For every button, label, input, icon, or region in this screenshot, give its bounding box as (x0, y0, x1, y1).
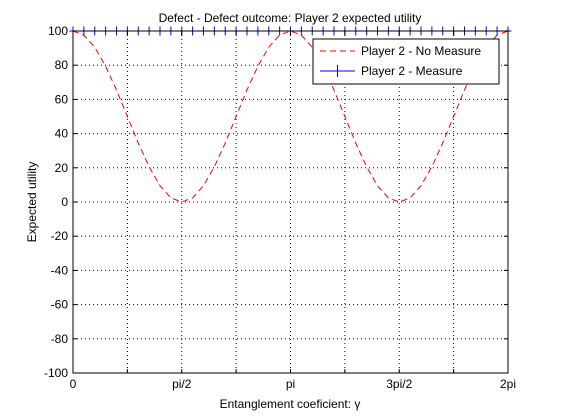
x-axis-label: Entanglement coeficient: γ (220, 397, 361, 411)
chart-title: Defect - Defect outcome: Player 2 expect… (159, 11, 422, 25)
y-tick-label: -60 (51, 298, 69, 312)
y-tick-label: 0 (61, 195, 68, 209)
y-tick-label: -100 (44, 366, 68, 380)
y-tick-label: 60 (55, 92, 69, 106)
x-tick-label: pi (286, 377, 295, 391)
series-line-0 (72, 30, 509, 203)
y-tick-label: 80 (55, 58, 69, 72)
y-tick-label: -40 (51, 263, 69, 277)
legend-box (312, 38, 500, 85)
legend-label-no-measure: Player 2 - No Measure (361, 44, 481, 58)
x-tick-label: pi/2 (172, 377, 192, 391)
y-tick-label: 40 (55, 127, 69, 141)
legend: Player 2 - No Measure Player 2 - Measure (312, 38, 500, 85)
x-tick-label: 3pi/2 (386, 377, 412, 391)
y-tick-label: 100 (48, 24, 68, 38)
axis-ticks: 0 pi/2 pi 3pi/2 2pi -100 -80 -60 -40 -20 0 20 40 60 80… (44, 24, 516, 391)
y-tick-label: 20 (55, 161, 69, 175)
legend-label-measure: Player 2 - Measure (361, 64, 463, 78)
x-tick-label: 0 (70, 377, 77, 391)
y-tick-label: -20 (51, 229, 69, 243)
grid (73, 31, 508, 373)
x-tick-label: 2pi (500, 377, 516, 391)
y-axis-label: Expected utility (25, 162, 39, 243)
y-tick-label: -80 (51, 332, 69, 346)
